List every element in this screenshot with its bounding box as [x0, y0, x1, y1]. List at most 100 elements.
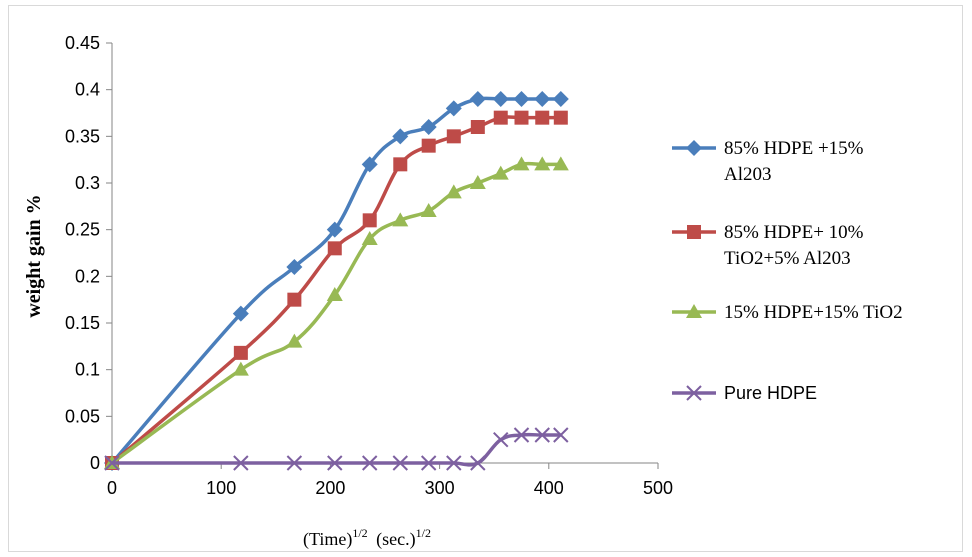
data-point-x-stroke: [233, 455, 249, 471]
x-tick-label: 400: [534, 478, 564, 498]
legend-label: Pure HDPE: [724, 383, 817, 403]
data-point-square: [233, 345, 248, 360]
legend-item: 85% HDPE+ 10% TiO2+5% Al203: [672, 222, 864, 269]
x-tick-label: 500: [643, 478, 673, 498]
x-axis-title: (Time)1/2 (sec.)1/2: [303, 526, 431, 550]
data-point-square: [493, 110, 508, 125]
x-tick-label: 0: [107, 478, 117, 498]
data-point-triangle: [552, 156, 569, 171]
data-point-diamond: [392, 128, 409, 145]
data-point-x: [446, 455, 462, 471]
legend-item: 85% HDPE +15% Al203: [672, 138, 864, 185]
data-point-square: [446, 129, 461, 144]
data-point-x-stroke: [327, 455, 343, 471]
data-point-x: [513, 427, 530, 443]
data-point-triangle: [513, 156, 530, 171]
data-point-x-stroke: [493, 431, 509, 448]
data-point-triangle: [445, 184, 462, 199]
y-tick-label: 0: [90, 453, 100, 473]
legend-label: TiO2+5% Al203: [724, 248, 851, 269]
legend-label: 15% HDPE+15% TiO2: [724, 302, 903, 323]
series-1: [104, 91, 569, 471]
data-point-triangle: [469, 175, 486, 189]
series-3: [104, 156, 569, 469]
data-point-x-stroke: [286, 455, 303, 471]
data-point-x-stroke: [470, 455, 486, 471]
data-point-x-stroke: [686, 385, 702, 401]
data-point-x: [534, 427, 550, 443]
y-tick-label: 0.35: [65, 126, 100, 146]
series-layer: [104, 91, 569, 471]
legend-label: 85% HDPE+ 10%: [724, 222, 864, 243]
data-point-diamond: [686, 140, 702, 156]
data-point-diamond: [469, 91, 486, 107]
data-point-x: [327, 455, 343, 471]
data-point-x-stroke: [513, 427, 530, 443]
legend-item: 15% HDPE+15% TiO2: [672, 302, 903, 323]
data-point-diamond: [552, 91, 569, 107]
data-point-diamond: [492, 91, 509, 107]
data-point-x-stroke: [534, 427, 550, 443]
data-point-square: [553, 110, 568, 125]
chart-frame: [8, 5, 963, 552]
data-point-square: [393, 157, 408, 172]
data-point-square: [421, 138, 436, 153]
data-point-square: [287, 292, 302, 307]
series-4: [104, 427, 569, 471]
data-point-square: [327, 241, 342, 256]
data-point-square: [470, 120, 485, 134]
data-point-x: [392, 455, 408, 471]
series-line: [110, 161, 561, 465]
data-point-square: [535, 110, 550, 125]
data-point-square: [362, 213, 377, 228]
data-point-diamond: [326, 221, 343, 238]
data-point-x-stroke: [104, 455, 120, 471]
legend: 85% HDPE +15% Al203 85% HDPE+ 10% TiO2+5% A…: [672, 138, 903, 403]
data-point-x: [233, 455, 249, 471]
data-point-x: [470, 455, 486, 471]
y-tick-label: 0.1: [75, 360, 100, 380]
y-tick-label: 0.25: [65, 220, 100, 240]
data-point-x-stroke: [446, 455, 462, 471]
y-tick-label: 0.15: [65, 313, 100, 333]
legend-item: Pure HDPE: [672, 383, 817, 403]
data-point-diamond: [534, 91, 551, 107]
data-point-triangle: [361, 231, 378, 245]
data-point-triangle: [232, 361, 249, 376]
data-point-x: [104, 455, 120, 471]
data-point-diamond: [513, 91, 530, 107]
y-tick-label: 0.4: [75, 80, 100, 100]
data-point-x-stroke: [420, 455, 437, 471]
data-point-diamond: [232, 305, 249, 322]
data-point-triangle: [420, 203, 437, 217]
data-point-x: [493, 431, 509, 448]
data-point-x: [286, 455, 303, 471]
y-tick-label: 0.3: [75, 173, 100, 193]
data-point-square: [514, 110, 529, 125]
axes: 0 0.05 0.1 0.15 0.2 0.25 0.3 0.35 0.4 0.45 0 100 200…: [65, 33, 673, 498]
y-tick-label: 0.05: [65, 406, 100, 426]
data-point-square: [687, 225, 701, 239]
data-point-triangle: [326, 287, 343, 301]
data-point-x: [362, 455, 378, 471]
x-tick-label: 200: [315, 478, 345, 498]
data-point-triangle: [492, 165, 509, 180]
data-point-x-stroke: [553, 427, 569, 443]
data-point-triangle: [534, 156, 551, 171]
data-point-diamond: [420, 119, 437, 135]
data-point-diamond: [361, 156, 378, 173]
data-point-x-stroke: [362, 455, 378, 471]
y-axis-title: weight gain %: [23, 194, 45, 317]
data-point-triangle: [392, 212, 409, 227]
y-tick-label: 0.45: [65, 33, 100, 53]
y-tick-label: 0.2: [75, 266, 100, 286]
data-point-triangle: [686, 304, 702, 318]
data-point-x: [553, 427, 569, 443]
data-point-triangle: [286, 333, 303, 348]
data-point-x-stroke: [392, 455, 408, 471]
legend-label: 85% HDPE +15%: [724, 138, 864, 159]
series-line: [110, 96, 561, 465]
x-tick-label: 300: [425, 478, 455, 498]
data-point-x: [686, 385, 702, 401]
legend-label: Al203: [724, 164, 772, 185]
